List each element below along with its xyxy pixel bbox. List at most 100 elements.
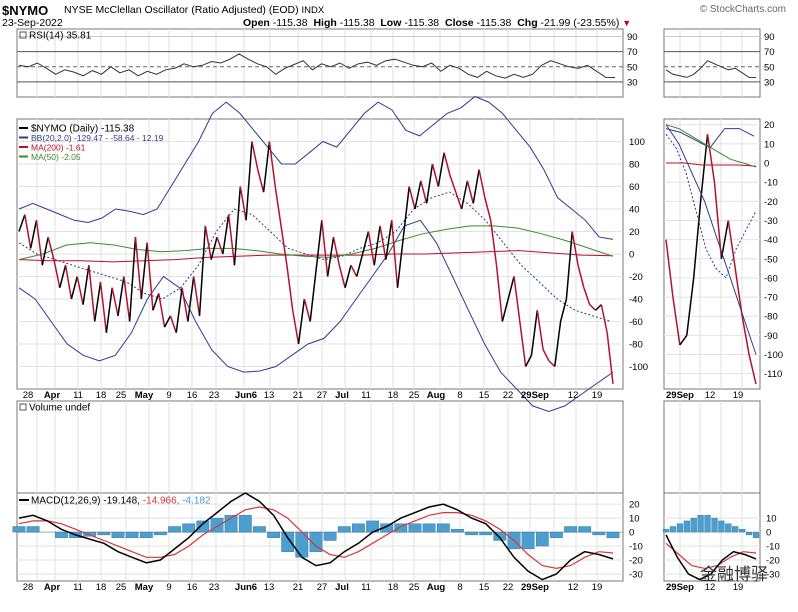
- price-segment: [449, 175, 457, 193]
- x-axis-label: 15: [479, 390, 490, 401]
- rsi-axis-label-right: 90: [764, 32, 775, 43]
- main-axis-label-right: -50: [764, 254, 778, 265]
- price-segment: [431, 163, 440, 187]
- open-label: Open: [243, 17, 270, 29]
- price-segment: [513, 276, 521, 322]
- price-segment-right: [748, 354, 757, 385]
- source-credit[interactable]: © StockCharts.com: [699, 4, 786, 15]
- x-axis-label: 8: [457, 390, 462, 401]
- price-segment: [344, 265, 352, 288]
- price-segment: [70, 276, 78, 300]
- macd-histogram-bar-right: [732, 526, 739, 533]
- price-segment: [495, 265, 504, 322]
- instrument-name: NYSE McClellan Oscillator (Ratio Adjuste…: [64, 4, 324, 16]
- macd-histogram-bar: [493, 531, 507, 541]
- legend-entry: MA(200) -1.61: [31, 142, 86, 152]
- main-axis-label: -60: [629, 317, 643, 328]
- x-axis-label: 11: [361, 390, 371, 401]
- price-segment: [105, 287, 113, 333]
- x-axis-label: Jul: [335, 390, 349, 401]
- price-segment: [181, 287, 189, 322]
- macd-histogram-bar: [252, 526, 266, 533]
- price-segment: [443, 152, 451, 176]
- macd-histogram-bar: [55, 531, 68, 538]
- x-axis-label-bottom: 25: [116, 582, 127, 593]
- price-segment: [507, 276, 515, 300]
- x-axis-label-bottom: 11: [73, 582, 83, 593]
- price-segment-right: [720, 220, 730, 259]
- macd-histogram-bar-right: [711, 517, 718, 533]
- price-segment-right: [713, 182, 723, 259]
- price-segment-right: [734, 268, 743, 317]
- x-axis-label: 11: [73, 390, 83, 401]
- macd-histogram-bar-right: [669, 526, 677, 533]
- x-axis-label-bottom: 22: [503, 582, 514, 593]
- macd-histogram-bar: [196, 520, 210, 533]
- price-segment: [489, 220, 498, 266]
- price-segment: [233, 186, 242, 266]
- macd-histogram-bar-right: [704, 515, 711, 533]
- macd-axis-label-right: 0: [766, 528, 771, 539]
- bb-lower-line: [18, 219, 614, 413]
- price-segment: [187, 276, 195, 322]
- main-axis-label-right: -90: [764, 331, 778, 342]
- macd-histogram-bar: [436, 523, 450, 533]
- volume-legend: Volume undef: [19, 403, 90, 414]
- price-segment: [117, 276, 125, 316]
- price-segment: [554, 321, 562, 367]
- macd-histogram-bar: [111, 531, 125, 538]
- x-axis-label-bottom: Aug: [427, 582, 446, 593]
- price-segment: [321, 220, 329, 277]
- ma50-line: [18, 225, 614, 261]
- macd-histogram-bar: [267, 531, 280, 538]
- price-segment: [76, 276, 84, 305]
- rsi-legend-swatch: [19, 31, 27, 39]
- price-segment: [210, 236, 218, 260]
- price-segment: [478, 169, 486, 198]
- macd-histogram-bar: [408, 523, 422, 533]
- macd-histogram-bar: [139, 531, 153, 538]
- ohlc-readout: Open -115.38 High -115.38 Low -115.38 Cl…: [243, 17, 631, 29]
- price-segment: [192, 276, 201, 316]
- x-axis-label: 18: [96, 390, 107, 401]
- x-axis-label-bottom: 11: [361, 582, 371, 593]
- price-segment: [291, 310, 300, 345]
- macd-histogram-bar: [26, 526, 40, 533]
- price-segment: [542, 349, 550, 362]
- macd-histogram-bar: [12, 526, 26, 533]
- macd-axis-label-right: -30: [766, 570, 780, 581]
- x-axis-label: Jun6: [235, 390, 257, 401]
- price-segment: [425, 163, 434, 204]
- price-segment: [18, 214, 26, 232]
- macd-signal-right: [665, 542, 757, 570]
- low-value: -115.38: [404, 17, 440, 29]
- main-axis-label-right: -40: [764, 235, 778, 246]
- price-segment-right: [679, 334, 688, 346]
- price-segment: [460, 180, 469, 210]
- rsi-line: [18, 53, 616, 79]
- price-segment: [309, 270, 317, 322]
- x-axis-label: 21: [293, 390, 304, 401]
- symbol-title: $NYMO: [2, 3, 49, 18]
- x-axis-label-right-bottom: 19: [733, 582, 744, 593]
- macd-axis-label-right: 10: [766, 514, 777, 525]
- main-axis-label: 0: [629, 250, 634, 261]
- macd-histogram-bar: [394, 523, 408, 533]
- chart-date: 23-Sep-2022: [2, 17, 63, 29]
- price-segment: [158, 293, 166, 328]
- price-segment: [222, 214, 230, 255]
- price-segment: [524, 354, 533, 367]
- macd-histogram-bar: [606, 531, 620, 539]
- rsi-legend: RSI(14) 35.81: [19, 31, 92, 42]
- x-axis-label-bottom: 15: [479, 582, 490, 593]
- bb-lower-right: [665, 124, 757, 355]
- legend-entry: MA(50) -2.05: [31, 152, 81, 162]
- price-segment: [361, 231, 370, 255]
- macd-signal-line: [18, 506, 614, 570]
- macd-histogram-bar-right: [752, 531, 760, 538]
- price-segment: [589, 304, 597, 311]
- price-segment: [134, 237, 143, 300]
- price-segment: [24, 214, 32, 249]
- macd-axis-label-right: -10: [766, 542, 780, 553]
